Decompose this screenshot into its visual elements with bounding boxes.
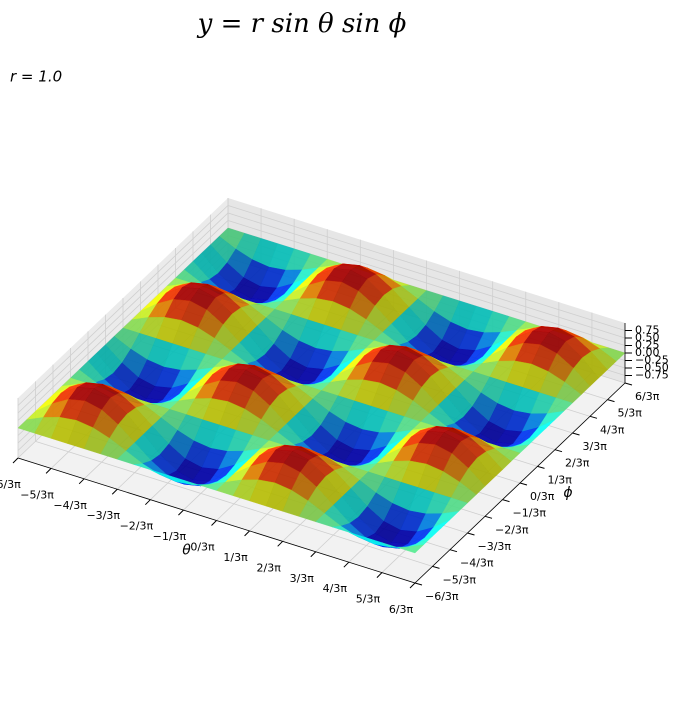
y-tick <box>624 382 633 386</box>
y-tick-label: 0/3π <box>530 490 555 503</box>
grid-line <box>17 220 626 421</box>
x-tick <box>277 540 284 547</box>
y-tick-label: 3/3π <box>583 440 608 453</box>
y-tick <box>554 449 563 453</box>
z-tick-label: 0.50 <box>635 331 660 344</box>
z-tick-label: −0.50 <box>635 361 669 374</box>
grid-line <box>17 212 626 414</box>
x-tick <box>144 499 151 506</box>
y-tick-label: 4/3π <box>600 423 625 436</box>
x-tick <box>178 509 184 516</box>
surface-cell <box>398 544 425 554</box>
x-tick <box>45 468 52 474</box>
y-tick <box>537 465 545 469</box>
y-tick <box>432 565 440 569</box>
y-tick-label: −2/3π <box>495 523 529 536</box>
y-tick <box>572 432 580 436</box>
y-tick-label: −1/3π <box>513 507 547 520</box>
x-tick <box>12 457 19 464</box>
x-tick-label: 5/3π <box>356 593 381 606</box>
y-tick-label: −5/3π <box>442 573 476 586</box>
x-tick-label: 4/3π <box>323 582 348 595</box>
y-tick <box>519 482 528 486</box>
y-tick-label: 2/3π <box>565 457 590 470</box>
x-tick <box>111 488 118 495</box>
annotation: r = 1.0 <box>10 68 62 86</box>
y-tick-label: −6/3π <box>425 590 459 603</box>
z-tick-label: −0.75 <box>635 369 669 382</box>
y-axis-label: ϕ <box>563 485 572 501</box>
x-tick <box>244 530 250 537</box>
x-tick-label: −4/3π <box>53 499 87 512</box>
grid-line <box>35 440 433 567</box>
grid-line <box>17 205 626 406</box>
x-tick-label: 6/3π <box>389 603 414 616</box>
y-tick <box>484 515 493 519</box>
x-tick <box>211 520 217 526</box>
x-tick-label: 2/3π <box>256 561 281 574</box>
z-tick-label: 0.00 <box>635 346 660 359</box>
y-tick-label: −4/3π <box>460 557 494 570</box>
y-tick <box>502 499 510 503</box>
x-tick-label: −5/3π <box>20 488 54 501</box>
x-tick-label: −1/3π <box>153 530 187 543</box>
y-tick-label: 1/3π <box>547 473 572 486</box>
x-tick-label: −6/3π <box>0 478 21 491</box>
x-tick-label: 1/3π <box>223 551 248 564</box>
y-tick-label: −3/3π <box>477 540 511 553</box>
chart-title: y = r sin θ sin ϕ <box>197 9 407 39</box>
y-tick <box>467 532 475 536</box>
x-tick-label: 3/3π <box>290 572 315 585</box>
x-tick <box>343 561 350 568</box>
z-tick-label: −0.25 <box>635 354 669 367</box>
x-tick-label: −2/3π <box>120 520 154 533</box>
x-tick <box>78 478 85 485</box>
x-tick <box>310 551 317 558</box>
y-tick <box>449 549 458 553</box>
x-tick-label: 0/3π <box>190 541 215 554</box>
y-tick-label: 6/3π <box>635 390 660 403</box>
y-tick-label: 5/3π <box>618 407 643 420</box>
z-tick-label: 0.75 <box>635 324 660 337</box>
x-tick <box>376 572 383 578</box>
x-tick <box>409 582 416 589</box>
y-tick <box>607 399 615 403</box>
y-tick <box>589 415 598 419</box>
y-tick <box>414 582 423 586</box>
x-tick-label: −3/3π <box>86 509 120 522</box>
z-tick-label: 0.25 <box>635 339 660 352</box>
x-axis-label: θ <box>182 543 191 559</box>
